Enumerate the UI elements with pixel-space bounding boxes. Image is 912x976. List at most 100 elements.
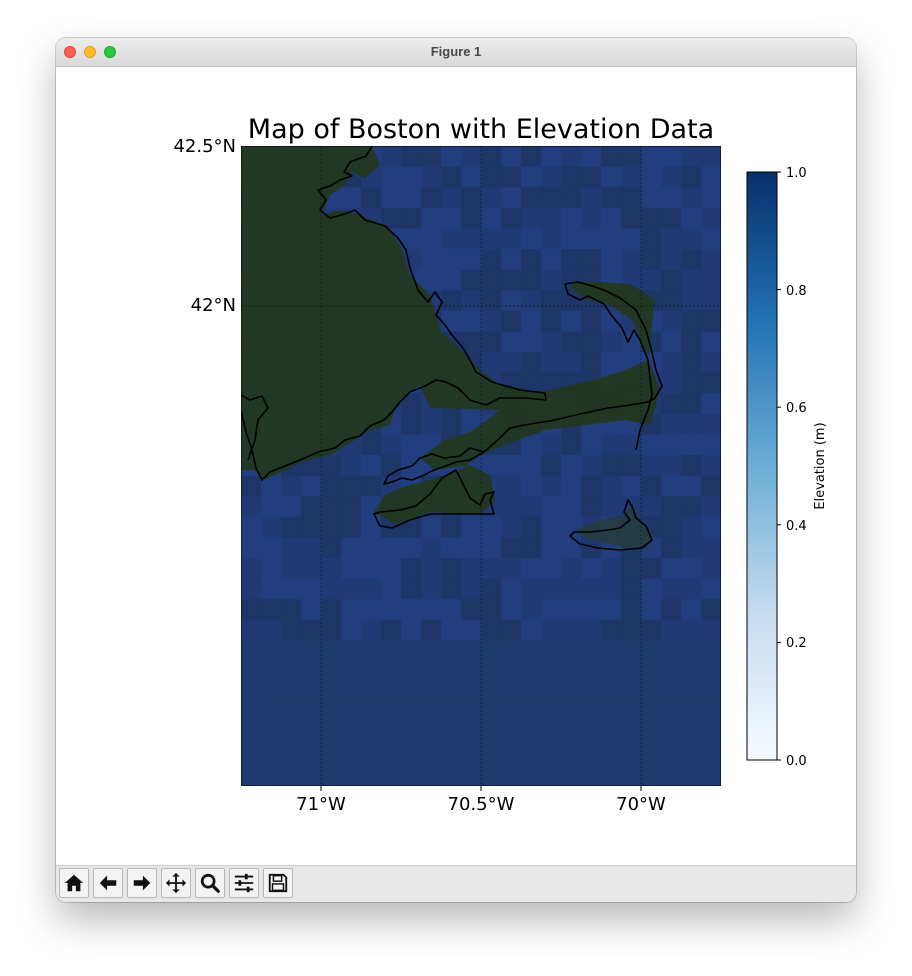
elevation-cell: [281, 599, 302, 621]
elevation-cell: [641, 166, 662, 188]
elevation-cell: [401, 640, 422, 662]
elevation-cell: [301, 702, 322, 724]
elevation-cell: [681, 764, 702, 786]
elevation-cell: [281, 722, 302, 744]
elevation-cell: [261, 661, 282, 683]
elevation-cell: [681, 352, 702, 374]
elevation-cell: [701, 475, 721, 497]
elevation-cell: [681, 702, 702, 724]
elevation-cell: [561, 187, 582, 209]
elevation-cell: [521, 249, 542, 271]
elevation-cell: [401, 681, 422, 703]
elevation-cell: [701, 764, 721, 786]
title-bar[interactable]: Figure 1: [56, 38, 856, 67]
elevation-cell: [641, 455, 662, 477]
close-window-button[interactable]: [64, 46, 76, 58]
elevation-cell: [561, 331, 582, 353]
elevation-cell: [261, 764, 282, 786]
home-icon: [64, 874, 84, 892]
map-figure: Map of Boston with Elevation Data: [173, 114, 828, 815]
save-button[interactable]: [263, 868, 293, 898]
elevation-cell: [301, 558, 322, 580]
elevation-cell: [521, 228, 542, 250]
elevation-cell: [381, 743, 402, 765]
elevation-cell: [561, 681, 582, 703]
elevation-cell: [701, 352, 721, 374]
elevation-cell: [521, 661, 542, 683]
pan-button[interactable]: [161, 868, 191, 898]
elevation-cell: [601, 249, 622, 271]
elevation-cell: [641, 558, 662, 580]
elevation-cell: [701, 290, 721, 312]
elevation-cell: [541, 496, 562, 518]
elevation-cell: [661, 434, 682, 456]
elevation-cell: [501, 455, 522, 477]
elevation-cell: [681, 558, 702, 580]
elevation-cell: [701, 681, 721, 703]
elevation-cell: [461, 640, 482, 662]
elevation-cell: [441, 640, 462, 662]
elevation-cell: [661, 290, 682, 312]
elevation-cell: [701, 146, 721, 168]
elevation-cell: [601, 599, 622, 621]
elevation-cell: [361, 619, 382, 641]
elevation-cell: [541, 681, 562, 703]
elevation-cell: [461, 722, 482, 744]
elevation-cell: [301, 599, 322, 621]
minimize-window-button[interactable]: [84, 46, 96, 58]
elevation-cell: [301, 661, 322, 683]
sliders-icon: [234, 873, 254, 893]
elevation-cell: [521, 455, 542, 477]
home-button[interactable]: [59, 868, 89, 898]
colorbar-tick-label: 0.2: [786, 636, 807, 651]
zoom-button[interactable]: [195, 868, 225, 898]
elevation-cell: [421, 413, 442, 435]
elevation-cell: [581, 640, 602, 662]
elevation-cell: [401, 146, 422, 168]
back-button[interactable]: [93, 868, 123, 898]
elevation-cell: [321, 455, 342, 477]
elevation-cell: [521, 640, 542, 662]
elevation-cell: [381, 537, 402, 559]
elevation-cell: [701, 413, 721, 435]
elevation-cell: [461, 187, 482, 209]
elevation-cell: [701, 249, 721, 271]
maximize-window-button[interactable]: [104, 46, 116, 58]
elevation-cell: [421, 619, 442, 641]
elevation-cell: [601, 681, 622, 703]
elevation-cell: [441, 228, 462, 250]
elevation-cell: [381, 599, 402, 621]
elevation-cell: [661, 310, 682, 332]
elevation-cell: [561, 619, 582, 641]
elevation-cell: [501, 269, 522, 291]
x-axis-ticks: 71°W 70.5°W 70°W: [296, 786, 666, 815]
elevation-cell: [321, 661, 342, 683]
elevation-cell: [521, 331, 542, 353]
land-mass: [241, 146, 660, 548]
elevation-cell: [461, 228, 482, 250]
elevation-cell: [681, 537, 702, 559]
elevation-cell: [461, 619, 482, 641]
elevation-cell: [541, 146, 562, 168]
elevation-cell: [241, 558, 262, 580]
elevation-cell: [541, 702, 562, 724]
forward-button[interactable]: [127, 868, 157, 898]
elevation-cell: [521, 146, 542, 168]
chart-title: Map of Boston with Elevation Data: [248, 114, 714, 145]
elevation-cell: [501, 352, 522, 374]
elevation-cell: [381, 619, 402, 641]
elevation-cell: [681, 331, 702, 353]
elevation-cell: [461, 661, 482, 683]
configure-subplots-button[interactable]: [229, 868, 259, 898]
elevation-cell: [581, 166, 602, 188]
elevation-cell: [241, 722, 262, 744]
elevation-cell: [681, 207, 702, 229]
elevation-cell: [641, 681, 662, 703]
elevation-cell: [341, 640, 362, 662]
elevation-cell: [701, 166, 721, 188]
elevation-cell: [461, 764, 482, 786]
elevation-cell: [281, 475, 302, 497]
elevation-cell: [301, 722, 322, 744]
elevation-cell: [361, 455, 382, 477]
elevation-cell: [281, 516, 302, 538]
